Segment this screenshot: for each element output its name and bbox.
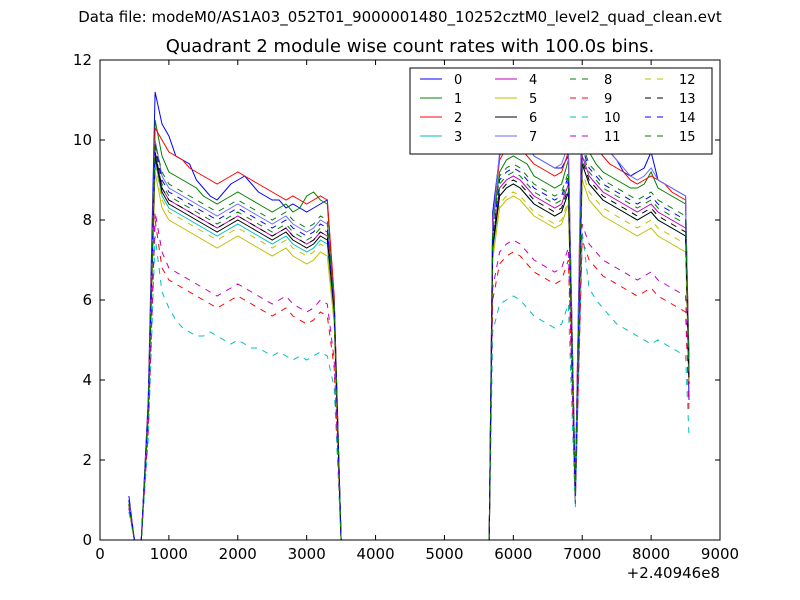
- legend-label-8: 8: [604, 73, 612, 88]
- series-line-5: [128, 171, 690, 541]
- x-tick-label: 6000: [494, 545, 532, 563]
- series-line-15: [128, 143, 690, 541]
- x-tick-label: 5000: [425, 545, 463, 563]
- y-tick-label: 2: [82, 451, 92, 469]
- x-tick-label: 0: [95, 545, 105, 563]
- legend-label-2: 2: [454, 111, 462, 126]
- legend-label-0: 0: [454, 73, 462, 88]
- legend-label-4: 4: [529, 73, 537, 88]
- x-tick-label: 8000: [632, 545, 670, 563]
- series-line-13: [128, 151, 690, 541]
- legend-label-7: 7: [529, 130, 537, 145]
- legend-label-5: 5: [529, 92, 537, 107]
- series-line-12: [128, 163, 690, 541]
- y-tick-label: 4: [82, 371, 92, 389]
- series-line-14: [128, 143, 690, 541]
- legend-label-13: 13: [679, 92, 696, 107]
- series-line-10: [128, 231, 690, 541]
- legend-label-6: 6: [529, 111, 537, 126]
- legend-label-12: 12: [679, 73, 696, 88]
- y-tick-label: 6: [82, 291, 92, 309]
- x-tick-label: 3000: [288, 545, 326, 563]
- legend-label-15: 15: [679, 130, 696, 145]
- legend-label-11: 11: [604, 130, 621, 145]
- series-line-4: [128, 151, 690, 541]
- series-line-1: [128, 119, 690, 541]
- figure-suptitle: Data file: modeM0/AS1A03_052T01_90000014…: [78, 8, 722, 26]
- y-tick-label: 10: [73, 131, 92, 149]
- x-tick-label: 7000: [563, 545, 601, 563]
- x-tick-label: 1000: [150, 545, 188, 563]
- axis-ticks: 0 1000 2000 3000 4000 5000 6000 7000 8000 9000 0 2 4…: [73, 51, 739, 563]
- y-tick-label: 12: [73, 51, 92, 69]
- series-line-7: [128, 87, 690, 541]
- chart-title: Quadrant 2 module wise count rates with …: [165, 36, 655, 57]
- legend-label-14: 14: [679, 111, 696, 126]
- legend-label-9: 9: [604, 92, 612, 107]
- x-tick-label: 4000: [356, 545, 394, 563]
- legend-label-1: 1: [454, 92, 462, 107]
- y-tick-label: 8: [82, 211, 92, 229]
- legend-label-10: 10: [604, 111, 621, 126]
- series-line-11: [128, 211, 690, 541]
- x-offset-label: +2.40946e8: [627, 564, 720, 582]
- series-line-0: [128, 91, 690, 541]
- series-line-8: [128, 147, 690, 541]
- series-line-9: [128, 219, 690, 541]
- x-tick-label: 2000: [219, 545, 257, 563]
- legend-label-3: 3: [454, 130, 462, 145]
- y-tick-label: 0: [82, 531, 92, 549]
- legend-frame: [409, 67, 713, 155]
- x-tick-label: 9000: [701, 545, 739, 563]
